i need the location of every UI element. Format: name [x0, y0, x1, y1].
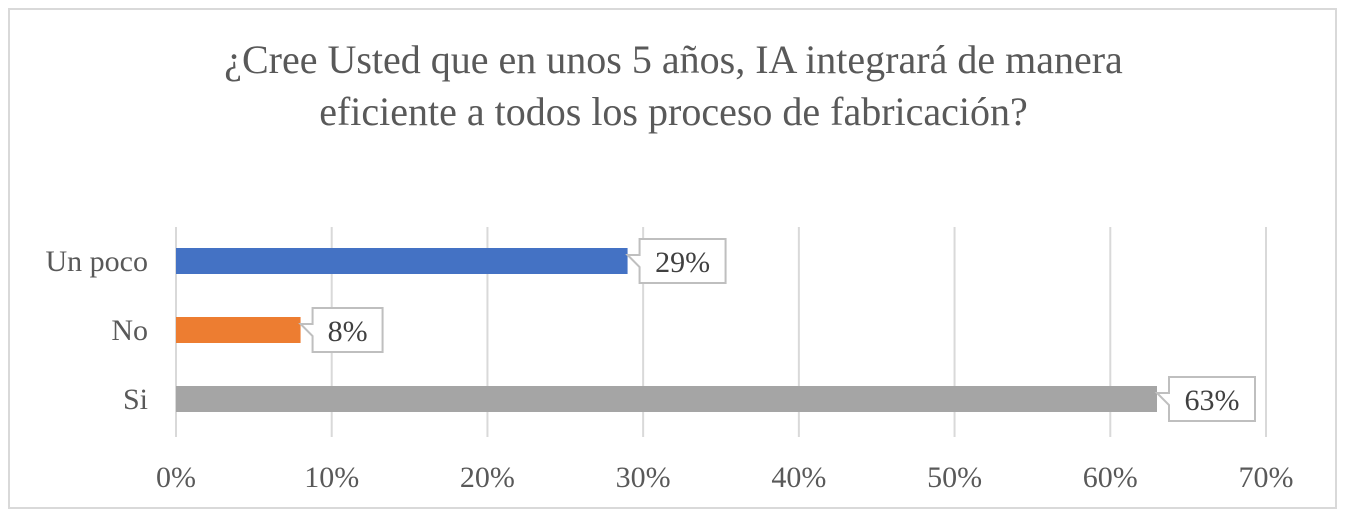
bar-0 [176, 248, 628, 274]
bar-2 [176, 386, 1157, 412]
data-label-box [625, 238, 727, 284]
category-label: Si [123, 383, 148, 416]
x-tick-label: 40% [771, 461, 826, 494]
category-label: Un poco [46, 245, 148, 278]
data-label: 8% [328, 315, 368, 348]
x-tick-label: 0% [156, 461, 196, 494]
bar-1 [176, 317, 301, 343]
chart-title-line-1: ¿Cree Usted que en unos 5 años, IA integ… [224, 37, 1123, 82]
category-label: No [111, 314, 148, 347]
data-label: 63% [1185, 384, 1240, 417]
x-tick-label: 30% [616, 461, 671, 494]
data-label: 29% [655, 246, 710, 279]
data-label-box [298, 307, 384, 353]
chart-title-line-2: eficiente a todos los proceso de fabrica… [319, 89, 1028, 134]
x-tick-label: 10% [304, 461, 359, 494]
x-tick-label: 70% [1239, 461, 1294, 494]
x-tick-label: 60% [1083, 461, 1138, 494]
data-label-box [1154, 376, 1256, 422]
chart-title: ¿Cree Usted que en unos 5 años, IA integ… [0, 34, 1347, 138]
x-tick-label: 50% [927, 461, 982, 494]
x-tick-label: 20% [460, 461, 515, 494]
